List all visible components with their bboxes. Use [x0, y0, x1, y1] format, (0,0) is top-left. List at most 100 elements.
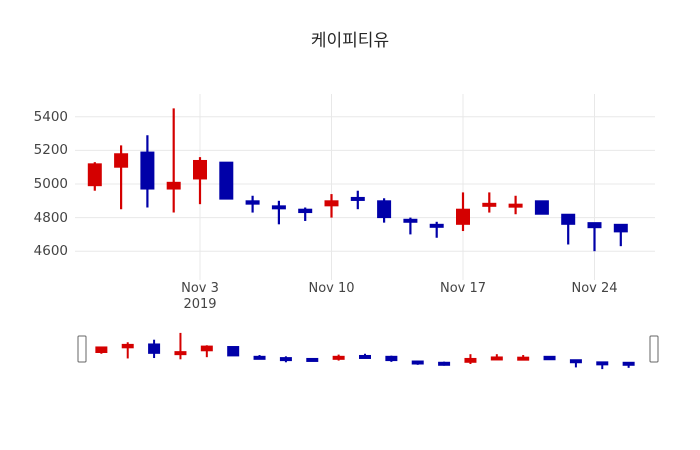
- rangeslider-candle-body: [438, 361, 451, 366]
- rangeslider-candle-body: [174, 351, 187, 356]
- rangeslider-candlestick: [200, 345, 213, 358]
- rangeslider-candle-body: [227, 346, 240, 357]
- candle-body: [166, 181, 181, 190]
- y-axis-tick-label: 4600: [33, 243, 68, 260]
- candlestick[interactable]: [456, 192, 470, 232]
- y-axis-tick-label: 5200: [33, 142, 68, 159]
- rangeslider-candlestick: [121, 342, 134, 359]
- rangeslider-candle-body: [95, 346, 108, 353]
- rangeslider-candle-body: [306, 357, 319, 362]
- candle-body: [114, 153, 129, 168]
- rangeslider-candlestick: [385, 355, 398, 362]
- x-axis-tick-label: Nov 3 2019: [181, 281, 219, 312]
- y-axis-tick-label: 4800: [33, 209, 68, 226]
- candlestick[interactable]: [114, 145, 129, 210]
- rangeslider-candle-body: [596, 361, 609, 366]
- rangeslider-candlestick: [596, 361, 609, 370]
- candle-body: [508, 203, 523, 208]
- y-axis-tick-label: 5400: [33, 108, 68, 125]
- candle-body: [350, 196, 365, 201]
- candlestick[interactable]: [140, 135, 155, 208]
- rangeslider-candlestick: [306, 357, 319, 362]
- candle-body: [271, 205, 286, 210]
- candlestick[interactable]: [166, 108, 181, 213]
- candlestick[interactable]: [403, 217, 418, 235]
- candle-body: [219, 161, 234, 200]
- rangeslider-candle-body: [253, 355, 266, 360]
- rangeslider-candle-body: [543, 355, 556, 361]
- rangeslider-candle-body: [332, 355, 345, 360]
- rangeslider-candlestick: [227, 346, 240, 357]
- rangeslider-candlestick: [569, 359, 582, 368]
- rangeslider-candle-body: [490, 356, 503, 361]
- page-title: 케이피티유: [310, 31, 390, 51]
- candlestick[interactable]: [482, 192, 497, 213]
- candlestick[interactable]: [508, 195, 523, 215]
- y-axis-tick-label: 5000: [33, 176, 68, 192]
- candle-body: [140, 151, 155, 190]
- rangeslider-candle-body: [121, 343, 134, 349]
- rangeslider-candlestick: [517, 355, 530, 361]
- candlestick[interactable]: [324, 194, 339, 218]
- candle-body: [377, 200, 392, 219]
- candle-body: [429, 223, 444, 228]
- candle-body: [613, 223, 628, 233]
- gridlines: [75, 94, 655, 280]
- candlestick[interactable]: [613, 223, 628, 247]
- candle-body: [482, 202, 497, 207]
- rangeslider-candlestick: [438, 361, 451, 366]
- candlestick[interactable]: [534, 200, 549, 215]
- candle-body: [587, 222, 602, 229]
- rangeslider-candle-body: [411, 360, 424, 365]
- range-handle-right[interactable]: [649, 335, 659, 363]
- rangeslider-candlestick: [359, 353, 371, 359]
- rangeslider-candle-body: [200, 345, 213, 352]
- candlestick[interactable]: [377, 198, 392, 223]
- candlestick[interactable]: [298, 207, 313, 221]
- candle-body: [456, 208, 470, 225]
- rangeslider-candlestick: [174, 332, 187, 360]
- rangeslider-candlestick: [148, 339, 161, 359]
- rangeslider-candle-body: [279, 357, 292, 362]
- candlestick[interactable]: [561, 213, 576, 245]
- rangeslider-candlestick: [543, 355, 556, 361]
- x-axis-tick-label: Nov 17: [439, 281, 487, 296]
- rangeslider-candle-body: [385, 355, 398, 362]
- rangeslider-candlestick: [464, 354, 477, 364]
- rangeslider-candle-body: [517, 356, 530, 361]
- candlestick[interactable]: [429, 221, 444, 238]
- candle-body: [87, 163, 102, 187]
- candlestick[interactable]: [587, 222, 602, 252]
- candlestick[interactable]: [193, 157, 207, 205]
- rangeslider-candlestick: [411, 360, 424, 365]
- rangeslider-candle-body: [464, 357, 477, 363]
- rangeslider-candlestick: [490, 354, 503, 361]
- x-axis-tick-label: Nov 10: [308, 281, 355, 296]
- range-handle-left[interactable]: [77, 335, 87, 363]
- rangeslider-candlestick: [332, 354, 345, 361]
- rangeslider[interactable]: [77, 332, 659, 370]
- candle-body: [534, 200, 549, 215]
- candle-series-main: [87, 108, 628, 252]
- candle-body: [245, 200, 260, 205]
- candle-body: [298, 208, 313, 214]
- candlestick[interactable]: [271, 200, 286, 225]
- candlestick[interactable]: [219, 161, 234, 200]
- candle-body: [561, 213, 576, 225]
- rangeslider-candlestick: [253, 355, 266, 360]
- rangeslider-candlestick: [622, 361, 635, 368]
- candle-body: [324, 200, 339, 207]
- x-axis-tick-label: Nov 24: [571, 281, 618, 296]
- candle-body: [193, 159, 207, 180]
- rangeslider-candlestick: [95, 346, 108, 354]
- rangeslider-candle-body: [569, 359, 582, 364]
- candlestick[interactable]: [87, 162, 102, 191]
- rangeslider-candle-body: [359, 354, 371, 359]
- rangeslider-candle-body: [622, 361, 635, 366]
- candlestick[interactable]: [350, 190, 365, 210]
- candle-body: [403, 218, 418, 223]
- rangeslider-candle-body: [148, 343, 161, 354]
- candlestick[interactable]: [245, 195, 260, 213]
